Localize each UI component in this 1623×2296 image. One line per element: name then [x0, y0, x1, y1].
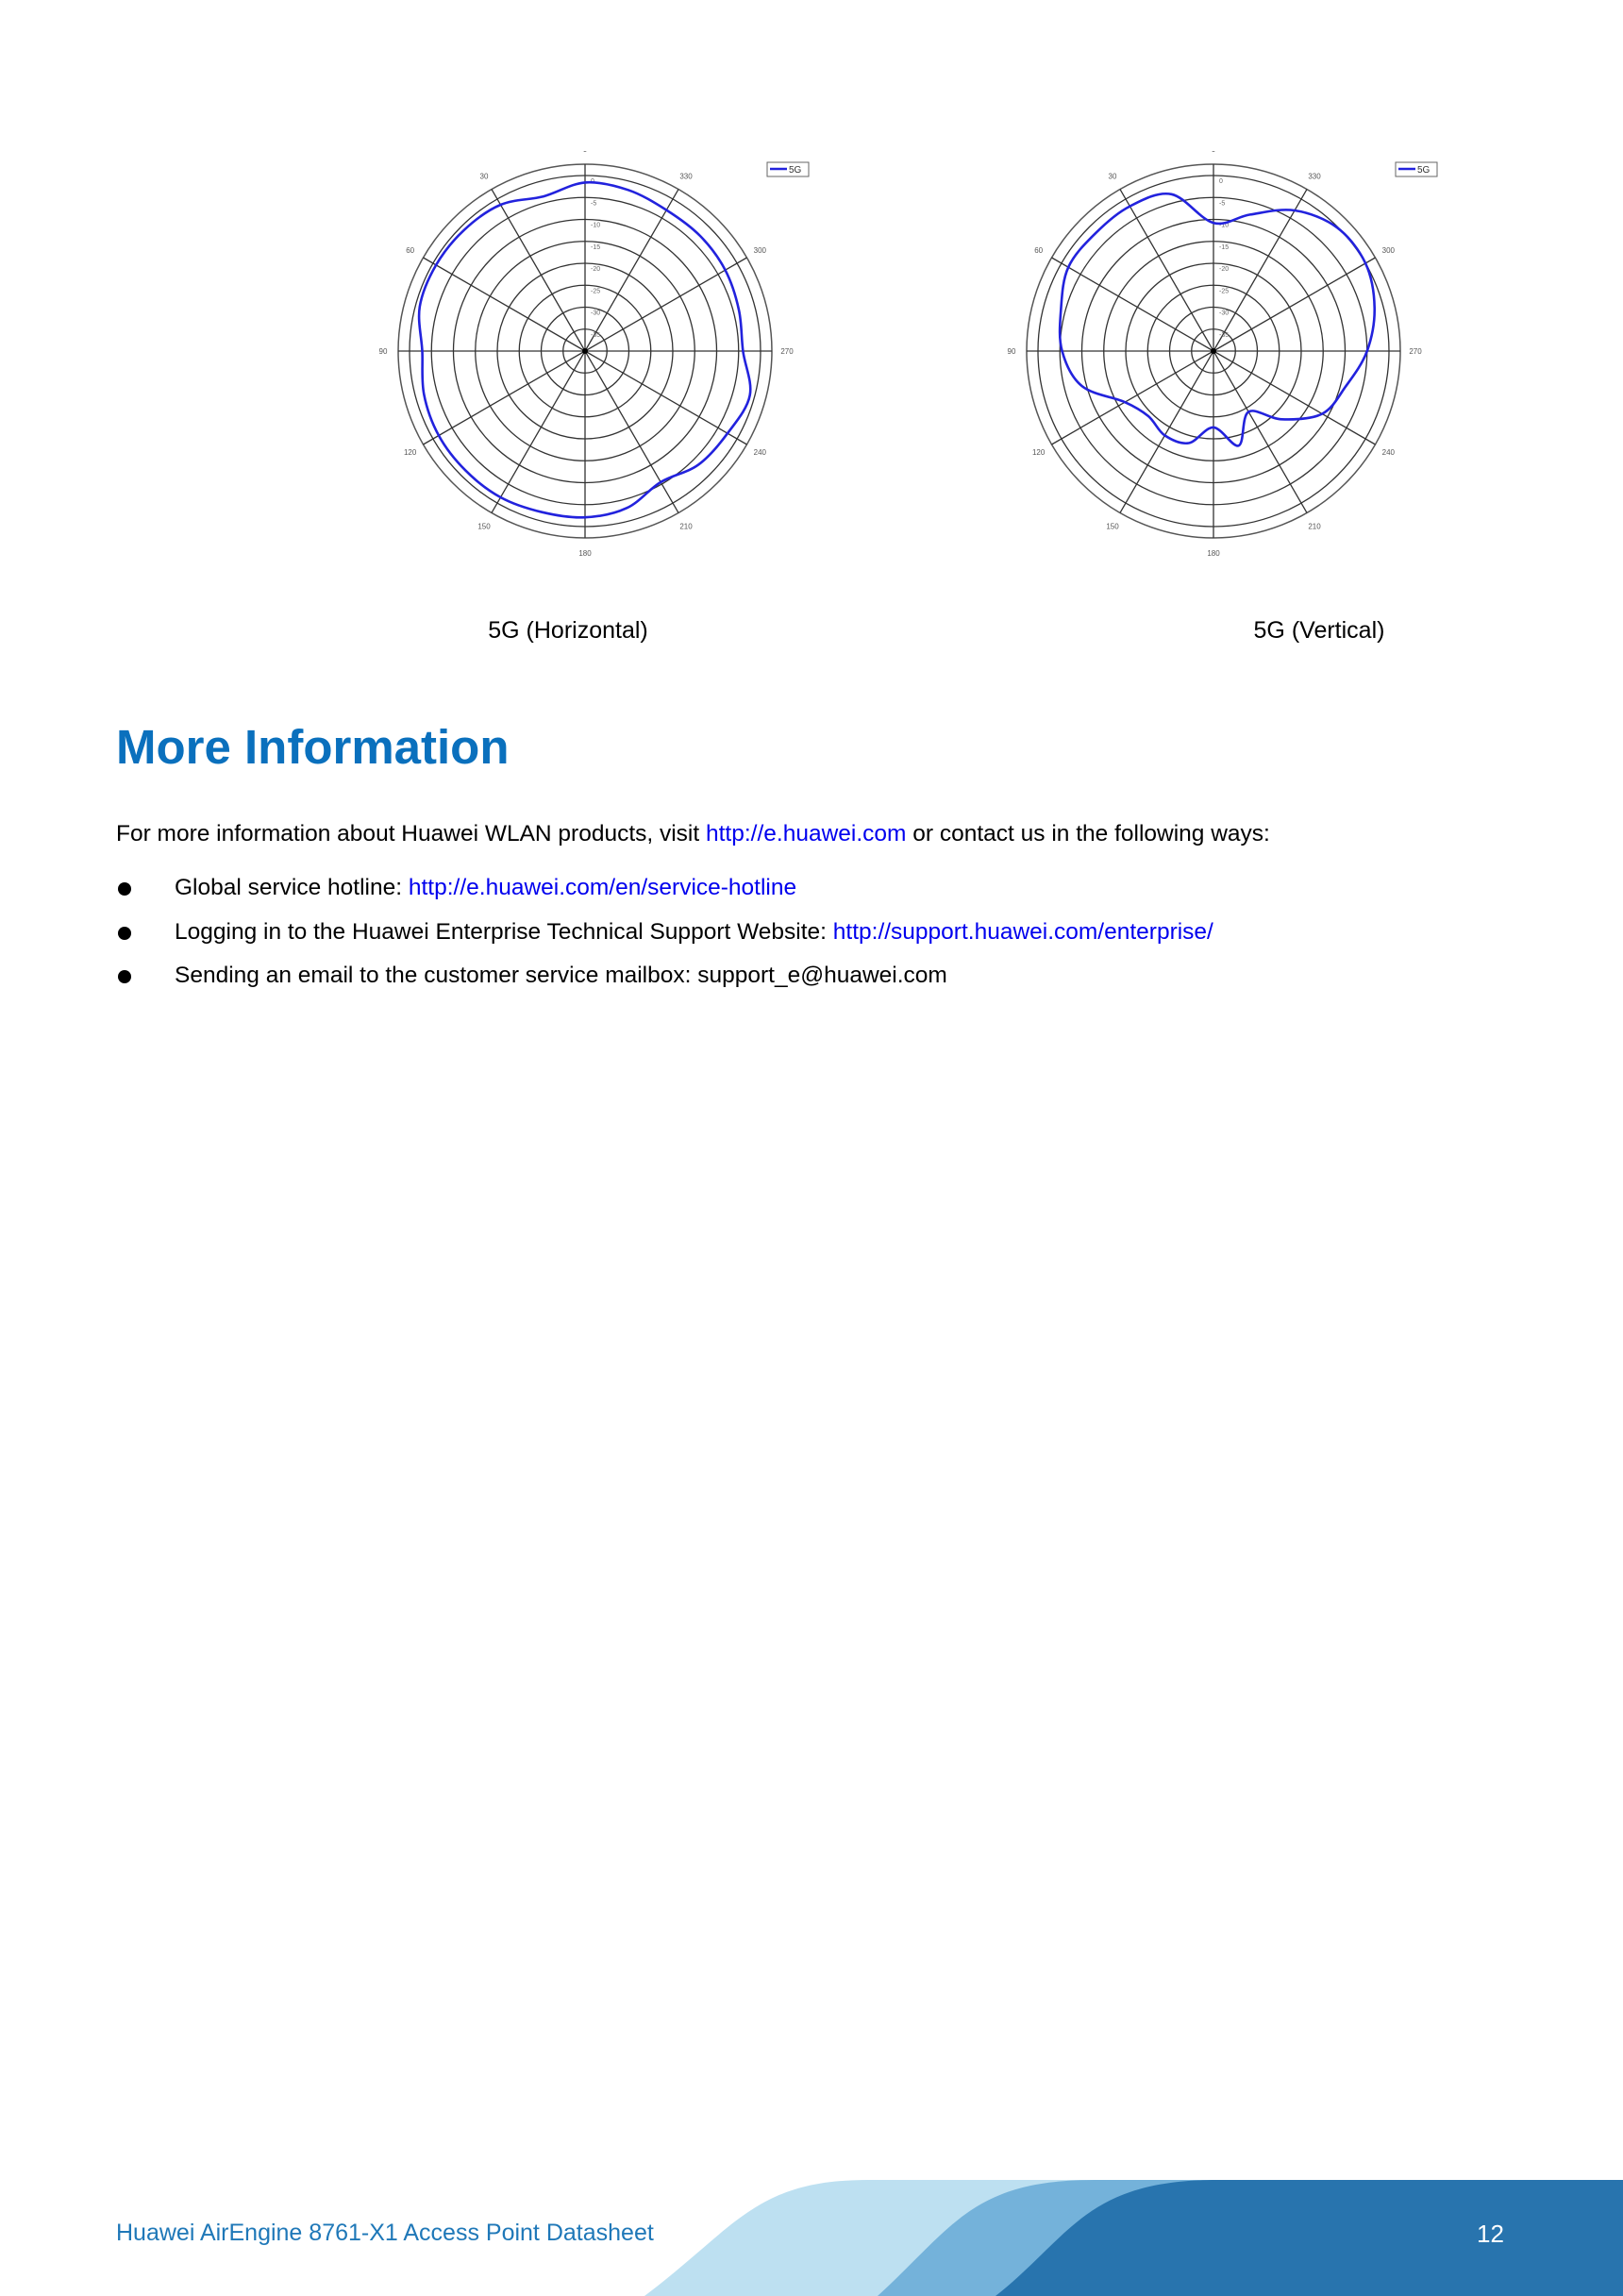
angle-tick-label: 210 — [679, 522, 693, 530]
huawei-link[interactable]: http://e.huawei.com — [706, 821, 907, 846]
angle-tick-label: 240 — [1382, 448, 1396, 457]
grid-spoke — [1213, 257, 1376, 352]
radial-tick-label: -30 — [591, 310, 600, 317]
radial-tick-label: -20 — [1219, 266, 1229, 273]
angle-tick-label: 30 — [480, 173, 489, 181]
grid-spoke — [423, 350, 586, 445]
angle-tick-label: 180 — [1207, 549, 1220, 558]
angle-tick-label: 30 — [1109, 173, 1117, 181]
legend-label: 5G — [1417, 165, 1431, 176]
radial-tick-label: -25 — [1219, 288, 1229, 294]
angle-tick-label: 150 — [477, 522, 491, 530]
angle-tick-label: 0 — [583, 151, 588, 154]
angle-tick-label: 0 — [1212, 151, 1216, 154]
intro-paragraph: For more information about Huawei WLAN p… — [116, 821, 1270, 847]
angle-tick-label: 90 — [1008, 347, 1016, 356]
bullet-icon — [118, 970, 131, 983]
hotline-link[interactable]: http://e.huawei.com/en/service-hotline — [408, 875, 797, 900]
radial-tick-label: -25 — [591, 288, 600, 294]
angle-tick-label: 270 — [1409, 347, 1422, 356]
angle-tick-label: 150 — [1106, 522, 1119, 530]
angle-tick-label: 330 — [679, 173, 693, 181]
footer-document-title: Huawei AirEngine 8761-X1 Access Point Da… — [116, 2220, 654, 2246]
series-line-5G — [417, 180, 752, 519]
list-item-text: Global service hotline: — [175, 875, 409, 900]
radial-tick-label: -15 — [591, 244, 600, 251]
polar-chart-vertical: 0 30 60 90 120 150 180 210 240 270 300 330 0 -5 -10 -15… — [1006, 151, 1534, 566]
page-number: 12 — [1477, 2220, 1504, 2248]
support-website-link[interactable]: http://support.huawei.com/enterprise/ — [832, 919, 1213, 945]
legend-box — [766, 161, 810, 177]
grid-spoke — [1051, 257, 1214, 352]
polar-chart-horizontal: 03060901201501802102402703003300-5-10-15… — [377, 151, 906, 566]
grid-spoke — [491, 350, 586, 513]
footer-band — [0, 2170, 1623, 2296]
polar-chart-svg: 0 30 60 90 120 150 180 210 240 270 300 330 0 -5 -10 -15… — [1008, 151, 1438, 558]
list-item-text: Sending an email to the customer service… — [175, 963, 947, 988]
footer-wave-graphic — [644, 2180, 1623, 2296]
grid-spoke — [584, 189, 679, 352]
intro-text: For more information about Huawei WLAN p… — [116, 821, 706, 846]
grid-spoke — [584, 350, 747, 445]
angle-tick-label: 60 — [1034, 246, 1043, 255]
angle-tick-label: 210 — [1308, 522, 1321, 530]
angle-tick-label: 270 — [780, 347, 794, 356]
grid-spoke — [1051, 350, 1214, 445]
radial-tick-label: -30 — [1219, 310, 1229, 317]
bullet-icon — [118, 927, 131, 940]
angle-tick-label: 300 — [754, 246, 767, 255]
intro-text-end: or contact us in the following ways: — [906, 821, 1270, 846]
series-line-5G — [1058, 192, 1377, 447]
angle-tick-label: 120 — [404, 448, 417, 457]
angle-tick-label: 180 — [578, 549, 592, 558]
center-point — [582, 348, 588, 354]
radial-tick-label: -15 — [1219, 244, 1229, 251]
angle-tick-label: 90 — [379, 347, 388, 356]
grid-spoke — [1213, 350, 1308, 513]
radial-tick-label: -5 — [591, 200, 596, 207]
bullet-icon — [118, 882, 131, 896]
angle-tick-label: 120 — [1032, 448, 1046, 457]
angle-tick-label: 240 — [754, 448, 767, 457]
radial-tick-label: -35 — [591, 332, 600, 339]
list-item-text: Logging in to the Huawei Enterprise Tech… — [175, 919, 833, 945]
polar-chart-svg: 03060901201501802102402703003300-5-10-15… — [379, 151, 810, 558]
angle-tick-label: 300 — [1382, 246, 1396, 255]
radial-tick-label: -10 — [1219, 223, 1229, 229]
angle-tick-label: 60 — [406, 246, 414, 255]
radial-tick-label: -10 — [591, 223, 600, 229]
grid-spoke — [1119, 189, 1214, 352]
radial-tick-label: -20 — [591, 266, 600, 273]
angle-tick-label: 330 — [1308, 173, 1321, 181]
grid-spoke — [584, 257, 747, 352]
grid-spoke — [423, 257, 586, 352]
grid-spoke — [584, 350, 679, 513]
radial-tick-label: -5 — [1219, 200, 1225, 207]
grid-spoke — [1213, 189, 1308, 352]
chart-caption-horizontal: 5G (Horizontal) — [488, 617, 648, 644]
grid-spoke — [1119, 350, 1214, 513]
legend-label: 5G — [789, 165, 802, 176]
chart-caption-vertical: 5G (Vertical) — [1253, 617, 1385, 644]
center-point — [1211, 348, 1216, 354]
radial-tick-label: 0 — [1219, 178, 1223, 185]
grid-spoke — [491, 189, 586, 352]
grid-spoke — [1213, 350, 1376, 445]
section-title: More Information — [116, 720, 510, 774]
radial-tick-label: -35 — [1219, 332, 1229, 339]
legend-box — [1395, 161, 1438, 177]
